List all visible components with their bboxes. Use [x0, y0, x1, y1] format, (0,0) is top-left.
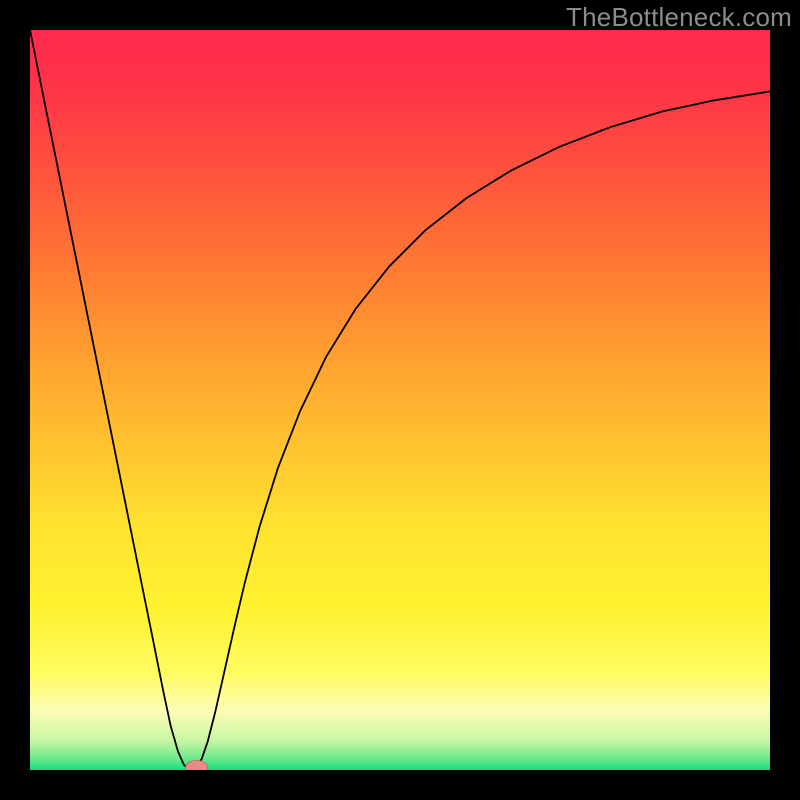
chart-background	[30, 30, 770, 770]
watermark-text: TheBottleneck.com	[566, 2, 792, 33]
chart-plot	[30, 30, 770, 770]
chart-frame: TheBottleneck.com	[0, 0, 800, 800]
